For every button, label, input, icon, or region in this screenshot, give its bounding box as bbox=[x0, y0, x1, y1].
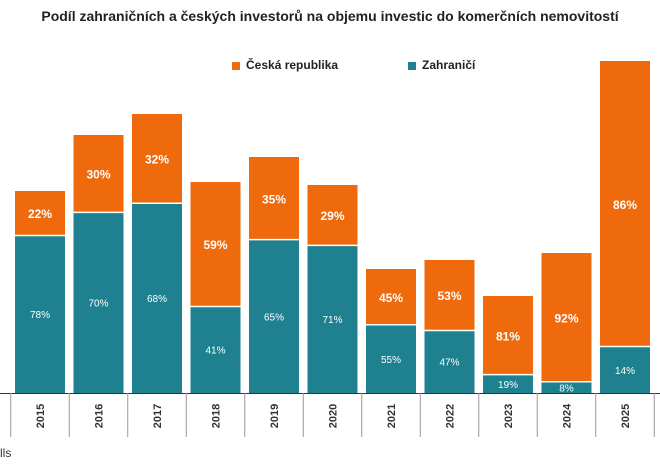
bar-foreign-2015 bbox=[15, 235, 65, 393]
label-cz-2024: 92% bbox=[554, 311, 578, 325]
tick-label-2024: 2024 bbox=[562, 403, 574, 428]
bar-cz-2024 bbox=[541, 253, 592, 382]
tick-label-2020: 2020 bbox=[328, 404, 340, 428]
footnote: lls bbox=[0, 446, 12, 460]
tick-label-2021: 2021 bbox=[386, 404, 398, 428]
bar-foreign-2022 bbox=[424, 330, 475, 393]
label-cz-2018: 59% bbox=[203, 238, 227, 252]
label-cz-2019: 35% bbox=[262, 192, 286, 206]
bar-cz-2017 bbox=[132, 114, 182, 204]
label-foreign-2023: 19% bbox=[498, 380, 518, 391]
tick-label-2022: 2022 bbox=[445, 404, 457, 428]
stacked-bar-chart: 22% 78% 2015 30% 70% 2016 32% 68% 2017 59% 41% 2018… bbox=[0, 61, 660, 437]
label-cz-2025: 86% bbox=[613, 198, 637, 212]
legend-cz: Česká republika bbox=[232, 58, 338, 72]
tick-label-2023: 2023 bbox=[503, 404, 515, 428]
label-foreign-2019: 65% bbox=[264, 312, 284, 323]
bar-foreign-2023 bbox=[483, 374, 533, 393]
tick-label-2025: 2025 bbox=[620, 404, 632, 428]
legend-label-foreign: Zahraničí bbox=[422, 58, 476, 72]
bar-foreign-2017 bbox=[132, 203, 182, 393]
label-foreign-2021: 55% bbox=[381, 355, 401, 366]
tick-label-2018: 2018 bbox=[211, 404, 223, 428]
chart-title: Podíl zahraničních a českých investorů n… bbox=[41, 8, 619, 24]
label-foreign-2024: 8% bbox=[559, 383, 574, 394]
bar-foreign-2024 bbox=[541, 381, 592, 393]
bar-cz-2021 bbox=[366, 269, 416, 325]
bar-foreign-2016 bbox=[73, 212, 124, 393]
label-cz-2015: 22% bbox=[28, 207, 52, 221]
bar-cz-2025 bbox=[600, 61, 650, 347]
tick-label-2016: 2016 bbox=[94, 404, 106, 428]
bar-foreign-2020 bbox=[307, 245, 358, 393]
tick-label-2019: 2019 bbox=[269, 404, 281, 428]
label-cz-2016: 30% bbox=[86, 168, 110, 182]
label-foreign-2022: 47% bbox=[439, 358, 459, 369]
label-foreign-2025: 14% bbox=[615, 366, 635, 377]
label-cz-2021: 45% bbox=[379, 291, 403, 305]
bar-cz-2020 bbox=[307, 185, 358, 246]
legend-swatch-cz bbox=[232, 61, 240, 70]
legend-foreign: Zahraničí bbox=[408, 58, 475, 72]
label-foreign-2017: 68% bbox=[147, 294, 167, 305]
bar-foreign-2021 bbox=[366, 324, 416, 393]
bar-foreign-2025 bbox=[600, 346, 650, 393]
bar-cz-2018 bbox=[190, 182, 241, 307]
label-cz-2020: 29% bbox=[320, 209, 344, 223]
bar-foreign-2019 bbox=[249, 239, 299, 393]
label-cz-2023: 81% bbox=[496, 329, 520, 343]
label-foreign-2018: 41% bbox=[205, 346, 225, 357]
bar-cz-2022 bbox=[424, 260, 475, 331]
legend-swatch-foreign bbox=[408, 61, 416, 70]
bar-cz-2023 bbox=[483, 296, 533, 375]
legend-label-cz: Česká republika bbox=[246, 58, 339, 72]
tick-label-2017: 2017 bbox=[152, 404, 164, 428]
bar-cz-2019 bbox=[249, 157, 299, 240]
bar-foreign-2018 bbox=[190, 306, 241, 393]
tick-label-2015: 2015 bbox=[35, 404, 47, 428]
label-cz-2022: 53% bbox=[437, 289, 461, 303]
bar-cz-2015 bbox=[15, 191, 65, 236]
label-foreign-2016: 70% bbox=[88, 299, 108, 310]
label-cz-2017: 32% bbox=[145, 153, 169, 167]
label-foreign-2020: 71% bbox=[322, 315, 342, 326]
bar-cz-2016 bbox=[73, 135, 124, 213]
label-foreign-2015: 78% bbox=[30, 310, 50, 321]
